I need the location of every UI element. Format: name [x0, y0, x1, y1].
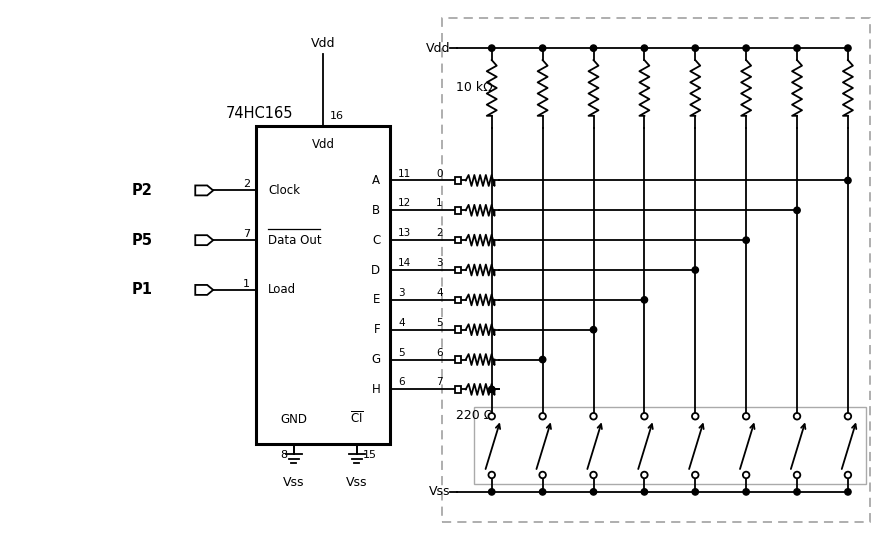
Circle shape — [641, 296, 648, 303]
Circle shape — [590, 489, 596, 495]
Text: 13: 13 — [398, 228, 411, 238]
Text: Vdd: Vdd — [312, 138, 335, 150]
Circle shape — [743, 413, 750, 420]
Text: 12: 12 — [398, 198, 411, 208]
Text: $\overline{\mathrm{CI}}$: $\overline{\mathrm{CI}}$ — [350, 411, 364, 426]
Text: 5: 5 — [398, 348, 405, 358]
Text: 3: 3 — [398, 288, 405, 298]
Circle shape — [794, 489, 800, 495]
Text: Data Out: Data Out — [268, 234, 322, 247]
Text: 3: 3 — [436, 258, 442, 268]
Text: Vss: Vss — [283, 476, 304, 489]
Text: B: B — [372, 204, 381, 217]
Text: Load: Load — [268, 283, 296, 296]
Text: Clock: Clock — [268, 184, 300, 197]
Text: Vss: Vss — [346, 476, 367, 489]
Text: E: E — [373, 293, 381, 306]
Circle shape — [590, 471, 596, 479]
Circle shape — [692, 267, 699, 273]
Text: 10 kΩ: 10 kΩ — [456, 81, 492, 94]
Text: 1: 1 — [436, 198, 442, 208]
Text: H: H — [372, 383, 381, 396]
Circle shape — [488, 471, 495, 479]
Circle shape — [743, 471, 750, 479]
Bar — [474, 407, 866, 484]
Circle shape — [692, 45, 699, 51]
Circle shape — [641, 471, 648, 479]
Text: P2: P2 — [131, 183, 152, 198]
Circle shape — [692, 413, 699, 420]
Text: 4: 4 — [398, 318, 405, 328]
Circle shape — [845, 177, 851, 184]
Text: 2: 2 — [436, 228, 442, 238]
Text: Vdd: Vdd — [311, 37, 336, 50]
Circle shape — [590, 45, 596, 51]
Circle shape — [539, 489, 546, 495]
Text: 2: 2 — [243, 179, 250, 190]
Text: D: D — [371, 264, 381, 276]
Circle shape — [641, 413, 648, 420]
Text: Vss: Vss — [428, 486, 450, 498]
Bar — [455, 356, 461, 363]
Text: 0: 0 — [436, 168, 442, 179]
Circle shape — [539, 45, 546, 51]
Text: A: A — [373, 174, 381, 187]
Bar — [455, 207, 461, 214]
Bar — [455, 296, 461, 303]
Circle shape — [488, 413, 495, 420]
Circle shape — [794, 45, 800, 51]
Circle shape — [590, 326, 596, 333]
Circle shape — [794, 207, 800, 214]
Bar — [455, 326, 461, 333]
Text: Vdd: Vdd — [426, 41, 450, 55]
Text: 1: 1 — [243, 279, 250, 289]
Circle shape — [489, 386, 495, 392]
Circle shape — [845, 489, 851, 495]
Text: 15: 15 — [363, 450, 377, 460]
Text: 7: 7 — [243, 229, 250, 239]
Circle shape — [539, 413, 546, 420]
Circle shape — [743, 489, 750, 495]
Text: 4: 4 — [436, 288, 442, 298]
Text: 5: 5 — [436, 318, 442, 328]
Text: 220 Ω: 220 Ω — [456, 409, 493, 422]
Text: F: F — [374, 323, 381, 336]
Text: 11: 11 — [398, 168, 411, 179]
Circle shape — [539, 356, 546, 363]
Bar — [256, 126, 390, 444]
Circle shape — [641, 45, 648, 51]
Text: 6: 6 — [436, 348, 442, 358]
Circle shape — [489, 45, 495, 51]
Circle shape — [845, 413, 851, 420]
Text: P1: P1 — [131, 282, 152, 298]
Circle shape — [743, 45, 750, 51]
Text: 74HC165: 74HC165 — [226, 106, 293, 121]
Text: C: C — [372, 234, 381, 247]
Circle shape — [794, 471, 800, 479]
Text: 16: 16 — [330, 111, 344, 121]
Text: 8: 8 — [280, 450, 287, 460]
Circle shape — [489, 489, 495, 495]
Bar — [455, 267, 461, 273]
Circle shape — [692, 489, 699, 495]
Bar — [442, 19, 870, 522]
Circle shape — [743, 237, 750, 244]
Circle shape — [641, 489, 648, 495]
Text: 7: 7 — [436, 378, 442, 387]
Circle shape — [692, 471, 699, 479]
Circle shape — [539, 471, 546, 479]
Circle shape — [845, 45, 851, 51]
Circle shape — [794, 413, 800, 420]
Circle shape — [590, 413, 596, 420]
Text: 14: 14 — [398, 258, 411, 268]
Text: GND: GND — [280, 413, 307, 426]
Text: 6: 6 — [398, 378, 405, 387]
Bar — [455, 386, 461, 392]
Text: G: G — [371, 353, 381, 366]
Text: P5: P5 — [131, 233, 152, 247]
Circle shape — [845, 471, 851, 479]
Bar — [455, 177, 461, 184]
Bar — [455, 237, 461, 244]
